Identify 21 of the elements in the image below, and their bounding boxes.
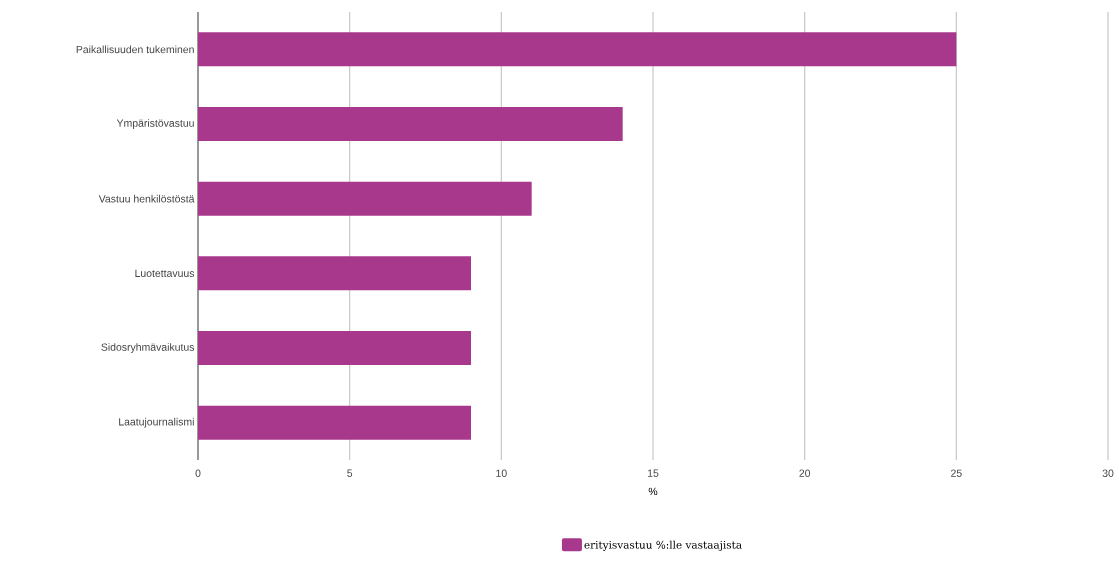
bar — [198, 107, 623, 141]
y-tick-label: Ympäristövastuu — [116, 119, 194, 129]
bar — [198, 405, 471, 440]
y-tick-label: Sidosryhmävaikutus — [101, 343, 195, 353]
bar — [198, 32, 957, 67]
x-tick-label: 25 — [951, 469, 962, 477]
x-tick-label: 5 — [347, 469, 353, 477]
bar — [198, 331, 471, 365]
y-tick-label: Luotettavuus — [135, 269, 195, 277]
x-axis-title: % — [648, 487, 658, 496]
x-tick-label: 10 — [496, 469, 507, 477]
bar — [198, 181, 532, 216]
bar — [198, 256, 471, 291]
y-tick-label: Vastuu henkilöstöstä — [98, 194, 195, 203]
y-tick-label: Paikallisuuden tukeminen — [76, 45, 194, 54]
legend-label: erityisvastuu %:lle vastaajista — [584, 540, 742, 551]
x-tick-label: 0 — [195, 469, 201, 477]
x-tick-label: 30 — [1102, 469, 1114, 477]
y-tick-label: Laatujournalismi — [119, 417, 194, 428]
x-tick-label: 20 — [799, 469, 811, 477]
x-tick-label: 15 — [647, 469, 659, 477]
